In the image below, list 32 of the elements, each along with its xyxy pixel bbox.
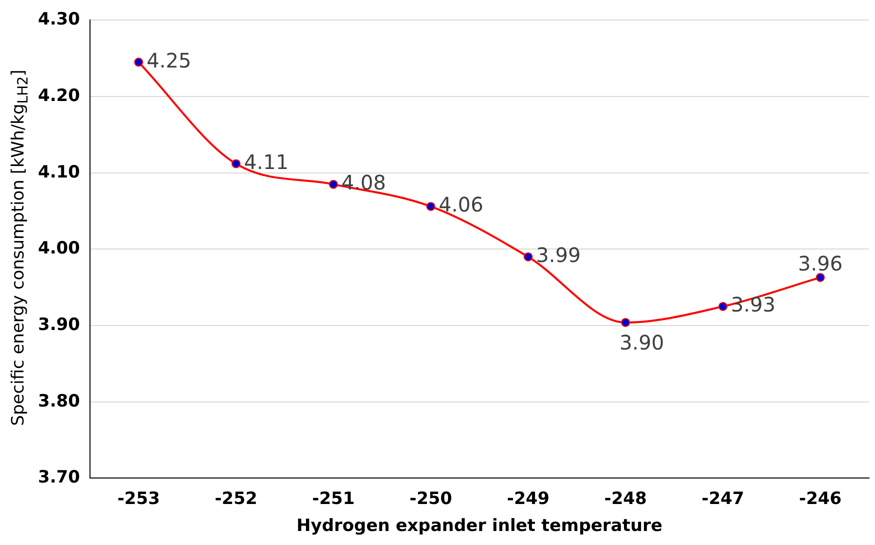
y-tick-label: 4.10 <box>38 162 80 182</box>
point <box>426 202 436 211</box>
y-tick-label: 3.90 <box>38 314 80 335</box>
x-tick-label: -248 <box>604 488 647 509</box>
y-tick-label: 3.80 <box>38 391 80 412</box>
data-label: 3.90 <box>620 330 664 355</box>
x-tick-label: -249 <box>506 488 550 509</box>
x-tick-label: -252 <box>214 488 258 509</box>
x-tick-label: -251 <box>312 488 355 509</box>
y-tick-label: 4.30 <box>38 10 80 30</box>
point <box>621 318 630 327</box>
point <box>134 58 144 67</box>
point <box>328 180 338 189</box>
x-tick-label: -253 <box>117 488 160 509</box>
data-label: 4.11 <box>244 150 289 174</box>
y-tick-label: 3.70 <box>38 468 80 488</box>
point <box>232 159 241 168</box>
data-label: 4.06 <box>438 192 484 217</box>
data-label: 3.93 <box>730 292 776 317</box>
data-label: 4.25 <box>146 48 192 72</box>
data-label: 4.08 <box>341 170 386 195</box>
y-tick-label: 4.20 <box>38 86 80 106</box>
data-label: 3.96 <box>798 252 843 276</box>
x-axis-title: Hydrogen expander inlet temperature <box>296 516 662 536</box>
data-label: 3.99 <box>536 243 581 268</box>
y-tick-label: 4.00 <box>38 238 80 259</box>
x-tick-label: -247 <box>702 488 744 509</box>
x-tick-label: -246 <box>799 488 842 509</box>
point <box>524 252 533 262</box>
x-tick-label: -250 <box>410 488 452 509</box>
point <box>718 302 728 311</box>
point <box>816 272 825 282</box>
